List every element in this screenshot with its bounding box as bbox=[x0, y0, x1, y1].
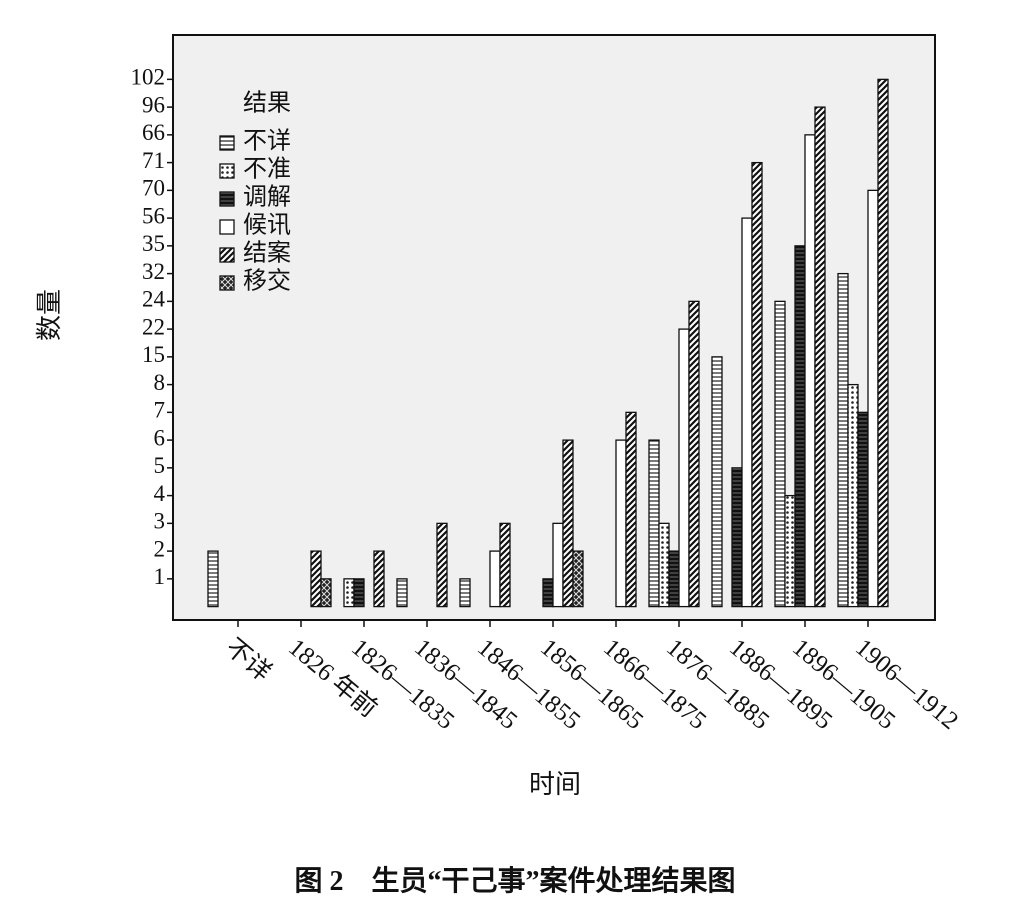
bar bbox=[310, 550, 322, 608]
legend-label: 结案 bbox=[243, 240, 291, 267]
bar bbox=[804, 134, 816, 608]
bar bbox=[459, 578, 471, 608]
y-tick-label: 5 bbox=[154, 453, 166, 478]
bar bbox=[731, 467, 743, 608]
bar bbox=[499, 522, 511, 608]
bar bbox=[794, 245, 806, 608]
y-tick-label: 2 bbox=[154, 536, 166, 561]
legend-swatch bbox=[219, 275, 235, 291]
y-axis-label: 数量 bbox=[35, 289, 64, 341]
bar bbox=[678, 328, 690, 608]
bar bbox=[711, 356, 723, 608]
y-tick-label: 22 bbox=[142, 314, 165, 339]
caption: 图 2 生员“干己事”案件处理结果图 bbox=[294, 864, 735, 897]
bar bbox=[489, 550, 501, 608]
bar bbox=[774, 300, 786, 608]
bar bbox=[207, 550, 219, 608]
legend-swatch bbox=[219, 247, 235, 263]
y-tick-label: 3 bbox=[154, 509, 166, 534]
bar bbox=[396, 578, 408, 608]
bar bbox=[867, 189, 879, 608]
bar bbox=[562, 439, 574, 608]
y-tick-label: 70 bbox=[142, 176, 165, 201]
legend-label: 调解 bbox=[243, 184, 291, 211]
bar bbox=[542, 578, 554, 608]
bar bbox=[353, 578, 365, 608]
y-tick-label: 66 bbox=[142, 120, 165, 145]
bar bbox=[857, 411, 869, 608]
bar bbox=[847, 383, 859, 608]
legend-swatch bbox=[219, 219, 235, 235]
bar bbox=[877, 78, 889, 608]
bar bbox=[373, 550, 385, 608]
legend-label: 不详 bbox=[243, 128, 291, 155]
y-tick-label: 1 bbox=[154, 564, 166, 589]
bar bbox=[615, 439, 627, 608]
bar bbox=[688, 300, 700, 608]
y-tick-label: 56 bbox=[142, 203, 165, 228]
bar bbox=[658, 522, 670, 608]
y-tick-label: 6 bbox=[154, 425, 166, 450]
legend-swatch bbox=[219, 135, 235, 151]
y-tick-label: 8 bbox=[154, 370, 166, 395]
bar bbox=[625, 411, 637, 608]
legend-label: 候讯 bbox=[243, 212, 291, 239]
y-tick-label: 35 bbox=[142, 231, 165, 256]
legend-swatch bbox=[219, 163, 235, 179]
bar bbox=[552, 522, 564, 608]
y-tick-label: 71 bbox=[142, 148, 165, 173]
bar bbox=[784, 494, 796, 608]
bar bbox=[572, 550, 584, 608]
bar bbox=[436, 522, 448, 608]
bar bbox=[751, 161, 763, 608]
y-tick-label: 96 bbox=[142, 92, 165, 117]
bar bbox=[648, 439, 660, 608]
legend-title: 结果 bbox=[243, 90, 291, 117]
legend-swatch bbox=[219, 191, 235, 207]
bar bbox=[837, 272, 849, 608]
x-axis-label: 时间 bbox=[529, 770, 581, 799]
y-tick-label: 15 bbox=[142, 342, 165, 367]
y-tick-label: 4 bbox=[154, 481, 166, 506]
y-tick-label: 102 bbox=[131, 65, 166, 90]
y-tick-label: 7 bbox=[154, 398, 166, 423]
bar bbox=[343, 578, 355, 608]
y-tick-label: 24 bbox=[142, 287, 166, 312]
bar bbox=[741, 217, 753, 608]
legend-label: 移交 bbox=[243, 268, 291, 295]
bar bbox=[668, 550, 680, 608]
x-tick-label: 不详 bbox=[220, 633, 276, 687]
y-tick-label: 32 bbox=[142, 259, 165, 284]
bar bbox=[814, 106, 826, 608]
bar bbox=[320, 578, 332, 608]
legend-label: 不准 bbox=[243, 156, 291, 183]
